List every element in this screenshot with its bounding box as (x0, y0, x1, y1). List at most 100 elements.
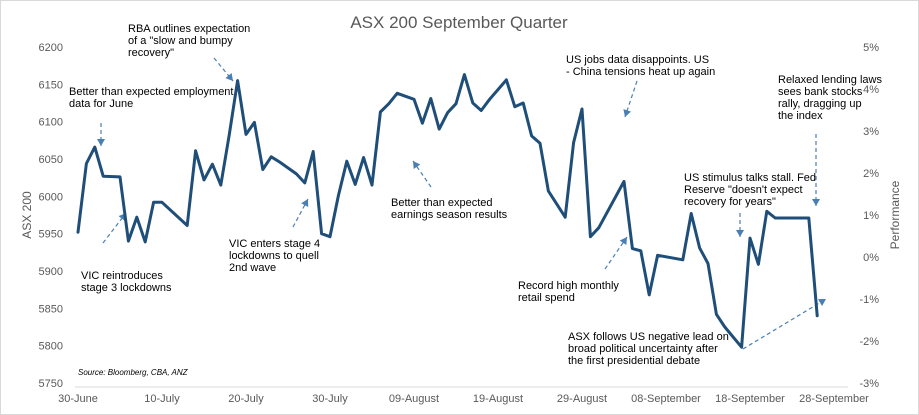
annotation-line: VIC reintroduces (81, 270, 163, 282)
data-point (706, 262, 710, 265)
data-point (698, 246, 701, 250)
annotation-arrow (412, 160, 432, 188)
annotation-line: sees bank stocks (778, 86, 863, 98)
data-point (76, 230, 80, 234)
y-axis-left: 5750 5800 5850 5900 5950 6000 6050 6100 6150 6200 (39, 42, 63, 390)
annotation-line: the first presidential debate (568, 355, 700, 367)
y-tick-label: 6100 (39, 117, 63, 129)
annotation-text: VIC enters stage 4 lockdowns to quell 2nd … (229, 238, 320, 274)
source-note: Source: Bloomberg, CBA, ANZ (78, 368, 189, 377)
data-point (118, 175, 122, 179)
y-axis-right: 5% 4% 3% 2% 1% 0% -1% -2% -3% (859, 42, 879, 390)
x-tick-label: 19-August (473, 393, 523, 405)
annotation-line: Relaxed lending laws (778, 74, 882, 86)
y-tick-label: 6050 (39, 154, 63, 166)
data-point (454, 102, 458, 105)
y-tick-label: 5850 (39, 303, 63, 315)
annotation-line: rally, dragging up (778, 98, 862, 110)
y2-axis-label: Performance (888, 180, 902, 249)
x-tick-label: 10-July (144, 393, 180, 405)
annotation-line: stage 3 lockdowns (81, 282, 172, 294)
data-point (505, 78, 508, 82)
data-point (236, 79, 239, 82)
data-point (790, 216, 794, 220)
y2-tick-label: 0% (863, 252, 879, 264)
y2-tick-label: 2% (863, 168, 879, 180)
annotation-line: recovery" (128, 47, 174, 59)
data-point (513, 105, 516, 108)
data-point (312, 150, 315, 153)
data-point (370, 183, 374, 187)
annotation-line: recovery for years" (684, 196, 776, 208)
data-point (816, 314, 819, 317)
x-tick-label: 18-September (715, 393, 785, 405)
annotation-line: Reserve "doesn't expect (684, 184, 803, 196)
data-point (127, 239, 130, 243)
data-point (303, 181, 306, 185)
annotation-text: Better than expected earnings season resu… (391, 197, 508, 221)
annotation-arrows (97, 57, 827, 350)
y2-tick-label: -1% (859, 294, 879, 306)
y2-tick-label: 4% (863, 84, 879, 96)
data-point (194, 149, 197, 152)
data-point (740, 345, 743, 349)
data-point (144, 240, 147, 244)
data-point (807, 216, 810, 220)
annotation-line: RBA outlines expectation (128, 23, 250, 35)
data-point (471, 101, 474, 105)
data-point (748, 236, 752, 240)
data-point (799, 216, 802, 220)
data-point (102, 174, 105, 178)
x-tick-label: 30-July (312, 393, 348, 405)
data-point (337, 194, 340, 197)
data-point (354, 183, 357, 186)
data-point (396, 92, 399, 95)
x-tick-label: 28-September (799, 393, 869, 405)
data-point (429, 97, 432, 100)
annotation-text: Better than expected employment data for … (69, 86, 233, 110)
data-point (270, 155, 273, 158)
data-point (547, 189, 550, 193)
data-point (656, 254, 659, 257)
data-point (522, 101, 525, 105)
data-point (589, 235, 592, 238)
data-point (690, 212, 693, 215)
annotation-arrow (97, 123, 105, 146)
annotation-arrow (292, 198, 309, 228)
data-point (580, 107, 584, 111)
data-point (774, 216, 777, 220)
data-point (723, 325, 726, 329)
annotation-line: retail spend (518, 292, 575, 304)
y-tick-label: 5950 (39, 229, 63, 241)
data-point (186, 224, 189, 227)
annotation-line: data for June (69, 98, 133, 110)
annotation-arrow (812, 134, 820, 206)
x-tick-label: 08-September (631, 393, 701, 405)
y-tick-label: 6200 (39, 42, 63, 54)
data-point (757, 263, 760, 266)
data-point (421, 121, 424, 125)
annotation-text: US jobs data disappoints. US - China tens… (566, 54, 715, 78)
data-point (463, 73, 466, 76)
data-point (681, 258, 684, 261)
y-tick-label: 5800 (39, 341, 63, 353)
annotations: Better than expected employment data for … (69, 23, 882, 367)
data-point (564, 216, 567, 219)
annotation-line: ASX follows US negative lead on (568, 331, 729, 343)
data-point (572, 141, 575, 144)
annotation-text: VIC reintroduces stage 3 lockdowns (81, 270, 172, 294)
annotation-text: RBA outlines expectation of a "slow and b… (128, 23, 250, 59)
annotation-line: VIC enters stage 4 (229, 238, 320, 250)
data-point (152, 201, 155, 204)
annotation-arrow (213, 57, 234, 82)
annotation-text: US stimulus talks stall. Fed Reserve "doe… (684, 172, 816, 208)
data-point (261, 168, 264, 171)
y-tick-label: 6000 (39, 191, 63, 203)
annotation-line: broad political uncertainty after (568, 343, 718, 355)
annotation-line: Better than expected (391, 197, 493, 209)
data-point (135, 216, 138, 219)
data-point (622, 180, 626, 183)
data-point (328, 235, 332, 238)
data-point (278, 160, 281, 164)
